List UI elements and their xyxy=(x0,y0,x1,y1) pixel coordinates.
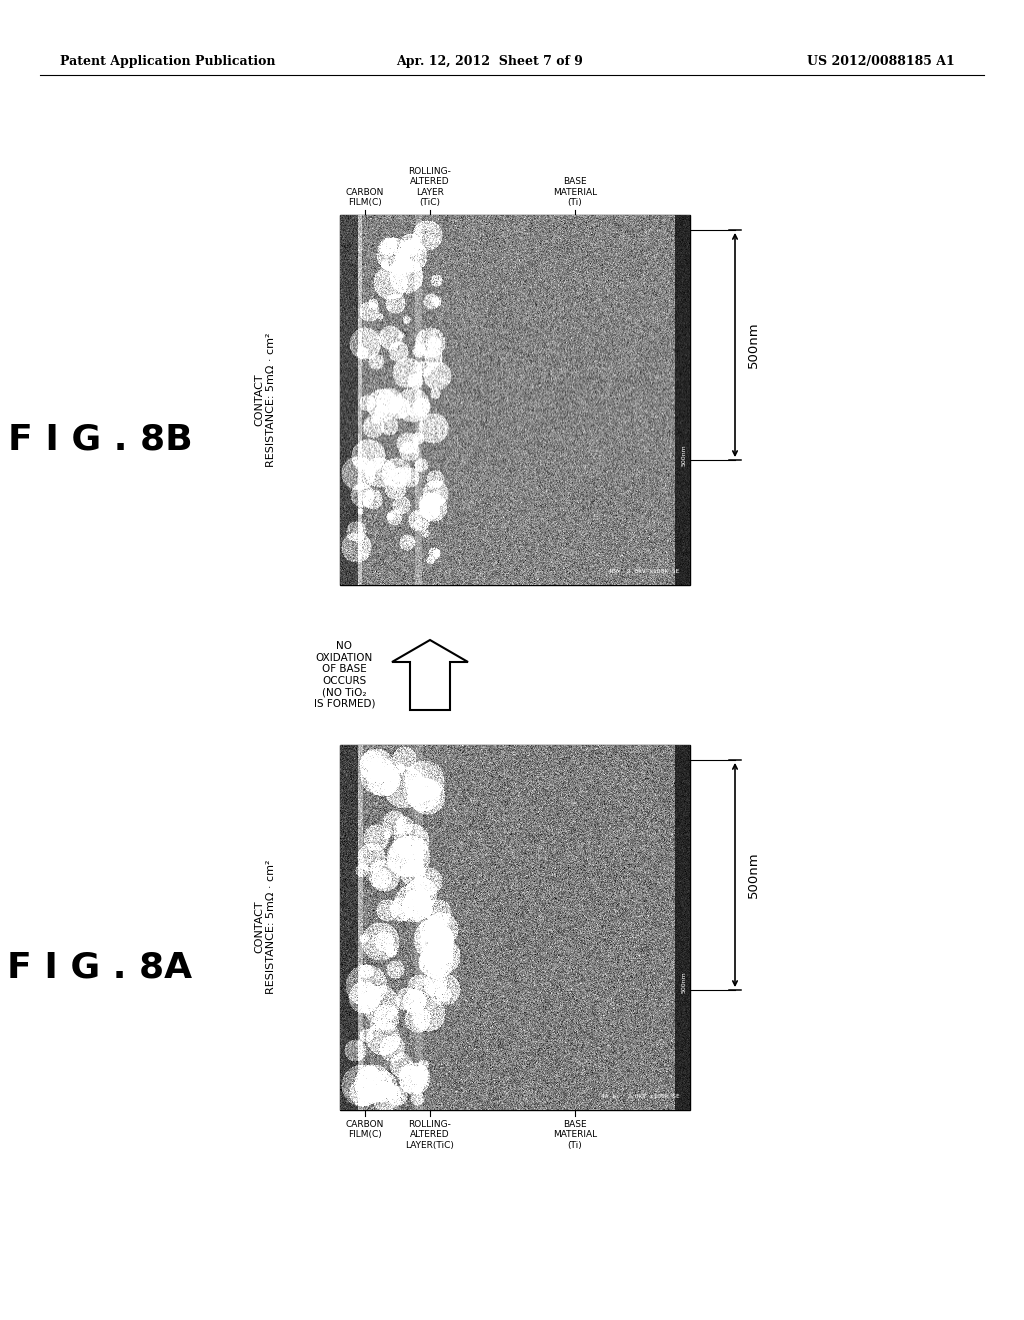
Text: ROLLING-
ALTERED
LAYER(TiC): ROLLING- ALTERED LAYER(TiC) xyxy=(406,1119,455,1150)
Text: F I G . 8B: F I G . 8B xyxy=(8,422,193,457)
Text: BASE
MATERIAL
(Ti): BASE MATERIAL (Ti) xyxy=(553,1119,597,1150)
Text: Patent Application Publication: Patent Application Publication xyxy=(60,55,275,69)
Text: 500nm: 500nm xyxy=(746,322,760,368)
Text: CONTACT
RESISTANCE: 5mΩ · cm²: CONTACT RESISTANCE: 5mΩ · cm² xyxy=(254,859,275,994)
Text: CARBON
FILM(C): CARBON FILM(C) xyxy=(346,1119,384,1139)
Text: 500nm: 500nm xyxy=(746,851,760,899)
Text: 500nm: 500nm xyxy=(682,445,686,466)
Polygon shape xyxy=(392,640,468,710)
Text: BASE
MATERIAL
(Ti): BASE MATERIAL (Ti) xyxy=(553,177,597,207)
Text: NO
OXIDATION
OF BASE
OCCURS
(NO TiO₂
IS FORMED): NO OXIDATION OF BASE OCCURS (NO TiO₂ IS … xyxy=(313,642,375,709)
Bar xyxy=(340,744,690,1110)
Text: 4Bc  2.0kV x100k SE: 4Bc 2.0kV x100k SE xyxy=(608,569,680,574)
Text: F I G . 8A: F I G . 8A xyxy=(7,950,193,983)
Bar xyxy=(340,215,690,585)
Text: US 2012/0088185 A1: US 2012/0088185 A1 xyxy=(807,55,955,69)
Text: CONTACT
RESISTANCE: 5mΩ · cm²: CONTACT RESISTANCE: 5mΩ · cm² xyxy=(254,333,275,467)
Text: CARBON
FILM(C): CARBON FILM(C) xyxy=(346,187,384,207)
Text: 4A-bc  2.0kV x100k SE: 4A-bc 2.0kV x100k SE xyxy=(601,1094,680,1100)
Text: ROLLING-
ALTERED
LAYER
(TiC): ROLLING- ALTERED LAYER (TiC) xyxy=(409,166,452,207)
Text: Apr. 12, 2012  Sheet 7 of 9: Apr. 12, 2012 Sheet 7 of 9 xyxy=(396,55,584,69)
Text: 500nm: 500nm xyxy=(682,972,686,993)
